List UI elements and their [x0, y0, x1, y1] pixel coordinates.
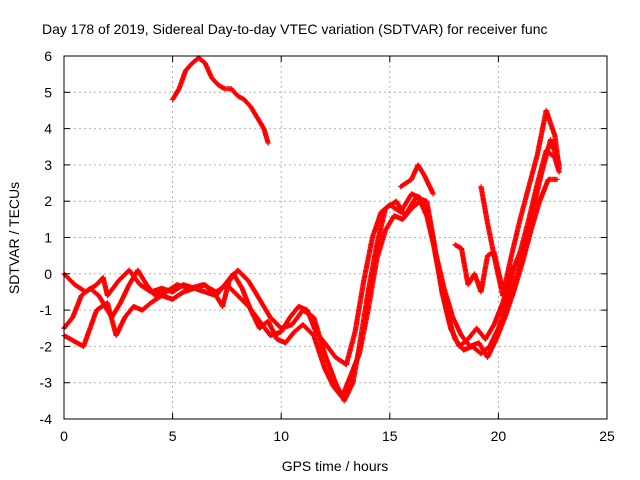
y-tick-label: 2 [44, 193, 52, 209]
data-point-markers [170, 55, 271, 146]
y-tick-label: -4 [40, 411, 53, 427]
chart-title: Day 178 of 2019, Sidereal Day-to-day VTE… [42, 21, 548, 37]
x-tick-label: 15 [382, 428, 398, 444]
y-tick-label: 0 [44, 266, 52, 282]
x-tick-label: 5 [169, 428, 177, 444]
y-tick-label: 6 [44, 48, 52, 64]
data-point-markers [398, 162, 436, 197]
data-point-markers [478, 107, 562, 299]
y-tick-label: 1 [44, 230, 52, 246]
tick-layer: 0 5 10 15 20 25 -4 -3 -2 -1 0 1 2 3 4 5 6 [40, 48, 615, 444]
y-tick-label: -3 [40, 375, 53, 391]
y-tick-label: 5 [44, 84, 52, 100]
series-track-4 [170, 55, 271, 146]
series-track-6 [398, 162, 436, 197]
x-tick-label: 10 [273, 428, 289, 444]
series-track-7 [478, 107, 562, 299]
x-tick-label: 25 [599, 428, 615, 444]
data-layer [61, 55, 562, 404]
y-tick-label: -1 [40, 302, 53, 318]
y-tick-label: 3 [44, 157, 52, 173]
x-axis-label: GPS time / hours [282, 458, 389, 474]
y-tick-label: 4 [44, 121, 52, 137]
y-axis-label: SDTVAR / TECUs [6, 182, 22, 294]
y-tick-label: -2 [40, 338, 53, 354]
x-tick-label: 20 [491, 428, 507, 444]
x-tick-label: 0 [60, 428, 68, 444]
